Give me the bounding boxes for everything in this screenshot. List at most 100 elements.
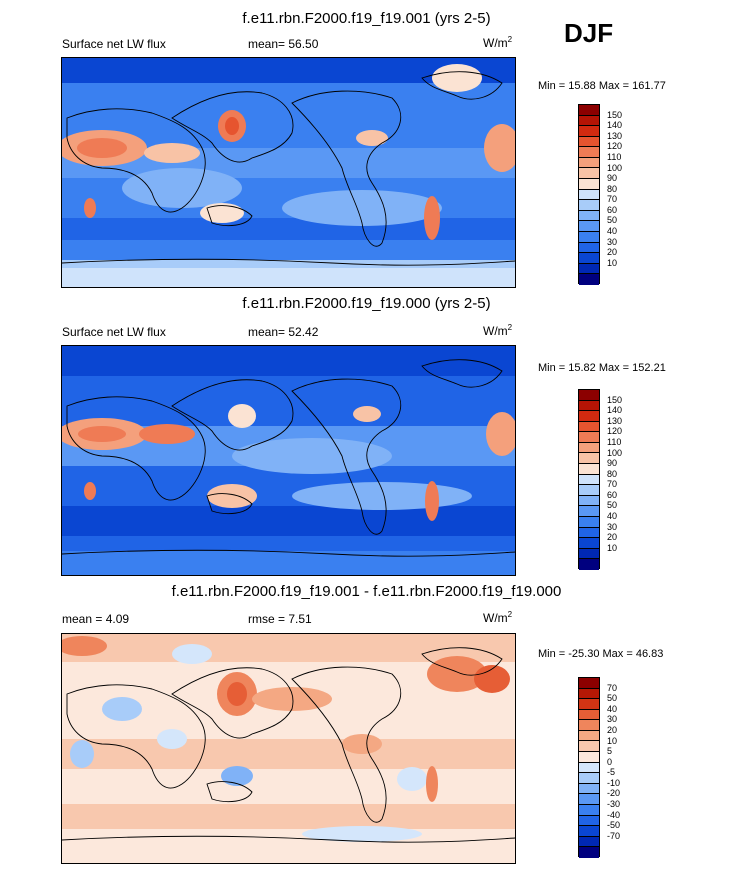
colorbar-swatch [579,741,599,753]
colorbar-swatch [579,773,599,784]
colorbar-swatch [579,516,599,528]
colorbar-swatch [579,432,599,443]
panel-top-units: W/m2 [483,35,513,50]
colorbar-tick-label: 120 [607,426,623,437]
colorbar-swatch [579,221,599,232]
colorbar-swatch [579,783,599,795]
colorbar-swatch [579,242,599,254]
colorbar-swatch [579,274,599,285]
colorbar-tick-label: -50 [607,820,621,831]
colorbar-swatch [579,847,599,858]
colorbar-swatch [579,762,599,774]
colorbar-tick-label: -40 [607,809,621,820]
colorbar-tick-label: 30 [607,714,618,725]
colorbar-tick-label: 50 [607,693,618,704]
colorbar-swatch [579,157,599,169]
colorbar-tick-label: 70 [607,479,618,490]
panel-middle-minmax: Min = 15.82 Max = 152.21 [538,362,666,374]
colorbar-swatch [579,263,599,275]
colorbar-swatch [579,147,599,158]
colorbar-tick-label: 70 [607,194,618,205]
colorbar-swatch [579,453,599,465]
colorbar-tick-label: 120 [607,141,623,152]
colorbar-tick-label: 150 [607,109,623,120]
colorbar-swatch [579,709,599,721]
colorbar-swatch [579,495,599,507]
colorbar-swatch [579,730,599,742]
colorbar-swatch [579,179,599,190]
colorbar-swatch [579,559,599,570]
panel-top-minmax: Min = 15.88 Max = 161.77 [538,80,666,92]
colorbar-tick-label: 110 [607,151,622,162]
colorbar-swatch [579,442,599,454]
panel-middle-units: W/m2 [483,323,513,338]
colorbar-swatch [579,794,599,805]
colorbar-swatch [579,464,599,475]
colorbar-swatch [579,548,599,560]
colorbar-swatch [579,688,599,700]
colorbar-tick-label: 20 [607,532,618,543]
colorbar-swatch [579,804,599,816]
panel-middle-colorbar [578,389,600,570]
colorbar-tick-label: -70 [607,830,621,841]
panel-bottom-rmse-label: rmse = 7.51 [248,612,312,626]
colorbar-swatch [579,115,599,127]
colorbar-tick-label: 10 [607,735,618,746]
colorbar-tick-label: 110 [607,436,622,447]
colorbar-swatch [579,231,599,243]
colorbar-swatch [579,390,599,401]
panel-top-colorbar [578,104,600,285]
panel-top-map [61,57,516,288]
colorbar-swatch [579,815,599,827]
colorbar-tick-label: 90 [607,458,618,469]
panel-bottom-mean-label: mean = 4.09 [62,612,130,626]
colorbar-swatch [579,421,599,433]
colorbar-tick-label: 10 [607,257,618,268]
panel-middle-mean-label: mean= 52.42 [248,325,319,339]
panel-top-variable-label: Surface net LW flux [62,37,166,51]
colorbar-tick-label: 70 [607,682,618,693]
colorbar-tick-label: 30 [607,236,618,247]
colorbar-swatch [579,836,599,848]
colorbar-tick-label: 90 [607,173,618,184]
colorbar-swatch [579,210,599,222]
colorbar-tick-label: 50 [607,215,618,226]
colorbar-tick-label: 80 [607,183,618,194]
colorbar-tick-label: 150 [607,394,623,405]
colorbar-tick-label: 10 [607,542,618,553]
colorbar-swatch [579,168,599,180]
colorbar-swatch [579,253,599,264]
colorbar-tick-label: 40 [607,703,618,714]
panel-top-title: f.e11.rbn.F2000.f19_f19.001 (yrs 2-5) [242,10,491,27]
colorbar-tick-label: 60 [607,489,618,500]
colorbar-swatch [579,189,599,201]
panel-middle-variable-label: Surface net LW flux [62,325,166,339]
season-label: DJF [564,18,614,48]
colorbar-tick-label: 20 [607,247,618,258]
colorbar-swatch [579,506,599,517]
colorbar-tick-label: -20 [607,788,621,799]
colorbar-tick-label: 20 [607,724,618,735]
colorbar-tick-label: -30 [607,799,621,810]
panel-middle-title: f.e11.rbn.F2000.f19_f19.000 (yrs 2-5) [242,295,491,312]
colorbar-tick-label: 60 [607,204,618,215]
colorbar-swatch [579,474,599,486]
panel-bottom-colorbar [578,677,600,858]
colorbar-swatch [579,400,599,412]
colorbar-tick-label: 140 [607,120,623,131]
panel-middle-map [61,345,516,576]
colorbar-swatch [579,411,599,422]
colorbar-tick-label: 40 [607,226,618,237]
colorbar-swatch [579,105,599,116]
colorbar-tick-label: 100 [607,447,623,458]
colorbar-tick-label: 140 [607,405,623,416]
colorbar-swatch [579,752,599,763]
panel-bottom-units: W/m2 [483,610,513,625]
colorbar-tick-label: -10 [607,777,621,788]
colorbar-swatch [579,699,599,710]
colorbar-swatch [579,126,599,137]
colorbar-swatch [579,678,599,689]
colorbar-tick-label: 50 [607,500,618,511]
colorbar-tick-label: 100 [607,162,623,173]
colorbar-tick-label: 130 [607,130,623,141]
